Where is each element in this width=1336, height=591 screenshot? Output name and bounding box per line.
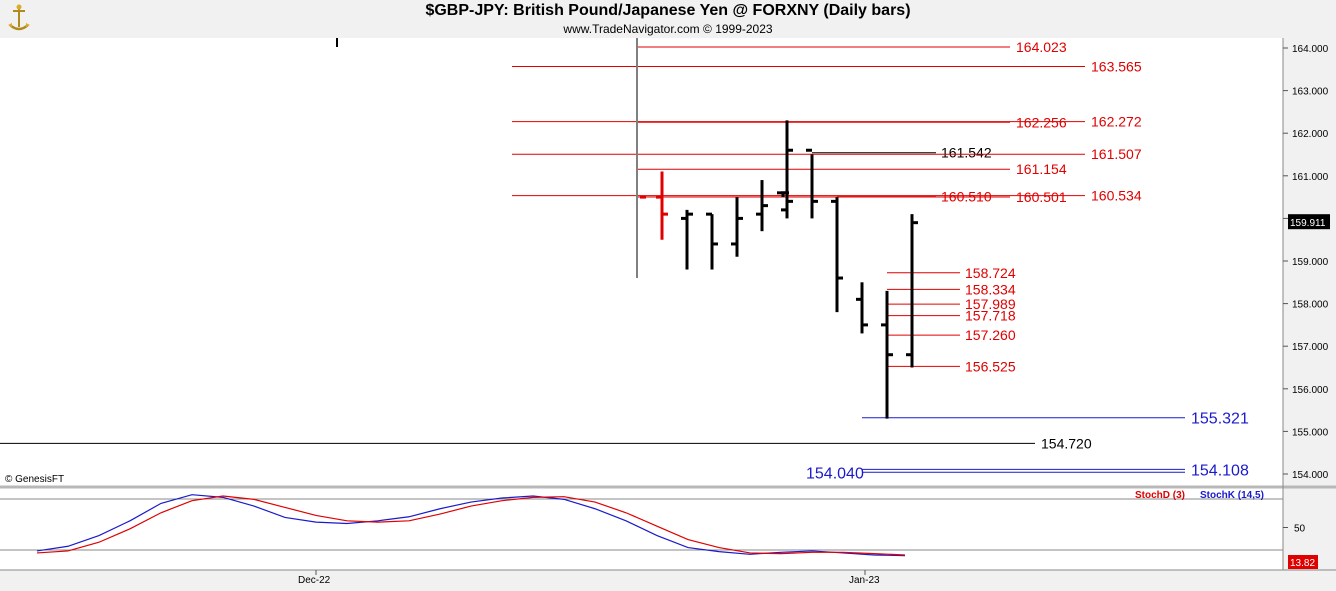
chart-header bbox=[0, 0, 1336, 38]
level-label-157.260: 157.260 bbox=[965, 327, 1016, 343]
level-label-158.724: 158.724 bbox=[965, 265, 1016, 281]
price-tick-label: 156.000 bbox=[1292, 385, 1329, 396]
time-label-dec: Dec-22 bbox=[298, 575, 331, 586]
legend-stoch-d: StochD (3) bbox=[1135, 490, 1185, 501]
last-price-box bbox=[1288, 214, 1330, 230]
price-axis-pane bbox=[1283, 38, 1336, 591]
price-tick-label: 155.000 bbox=[1292, 427, 1329, 438]
level-label-154.720: 154.720 bbox=[1041, 435, 1092, 451]
level-label-155.321: 155.321 bbox=[1191, 411, 1249, 428]
stoch-line-k bbox=[36, 494, 906, 557]
level-label-163.565: 163.565 bbox=[1091, 59, 1142, 75]
price-tick-label: 164.000 bbox=[1292, 44, 1329, 55]
stoch-tick-label: 50 bbox=[1294, 524, 1306, 535]
stoch-line-d bbox=[36, 495, 906, 556]
last-price-label: 159.911 bbox=[1290, 218, 1326, 229]
price-tick-label: 161.000 bbox=[1292, 172, 1329, 183]
level-label-161.507: 161.507 bbox=[1091, 146, 1142, 162]
price-tick-label: 158.000 bbox=[1292, 300, 1329, 311]
time-axis-pane bbox=[0, 570, 1336, 591]
price-tick-label: 159.000 bbox=[1292, 257, 1329, 268]
price-tick-label: 163.000 bbox=[1292, 87, 1329, 98]
level-label-154.040: 154.040 bbox=[806, 465, 864, 482]
stoch-last-label: 13.82 bbox=[1290, 558, 1315, 569]
price-tick-label: 154.000 bbox=[1292, 470, 1329, 481]
time-label-jan: Jan-23 bbox=[849, 575, 880, 586]
level-label-154.108: 154.108 bbox=[1191, 462, 1249, 479]
stoch-last-box bbox=[1288, 555, 1318, 569]
genesis-credit: © GenesisFT bbox=[5, 474, 65, 485]
chart-subtitle: www.TradeNavigator.com © 1999-2023 bbox=[563, 22, 773, 36]
level-label-160.534: 160.534 bbox=[1091, 188, 1142, 204]
trade-navigator-logo-icon bbox=[8, 4, 30, 31]
level-label-162.256: 162.256 bbox=[1016, 114, 1067, 130]
level-label-161.542: 161.542 bbox=[941, 145, 992, 161]
legend-stoch-k: StochK (14,5) bbox=[1200, 490, 1264, 501]
price-tick-label: 157.000 bbox=[1292, 342, 1329, 353]
price-tick-label: 162.000 bbox=[1292, 129, 1329, 140]
level-label-160.501: 160.501 bbox=[1016, 189, 1067, 205]
level-label-156.525: 156.525 bbox=[965, 358, 1016, 374]
level-label-157.718: 157.718 bbox=[965, 308, 1016, 324]
level-label-158.334: 158.334 bbox=[965, 281, 1016, 297]
level-label-162.272: 162.272 bbox=[1091, 114, 1142, 130]
level-label-164.023: 164.023 bbox=[1016, 39, 1067, 55]
chart-title: $GBP-JPY: British Pound/Japanese Yen @ F… bbox=[425, 2, 911, 19]
level-label-161.154: 161.154 bbox=[1016, 161, 1067, 177]
level-label-157.989: 157.989 bbox=[965, 296, 1016, 312]
